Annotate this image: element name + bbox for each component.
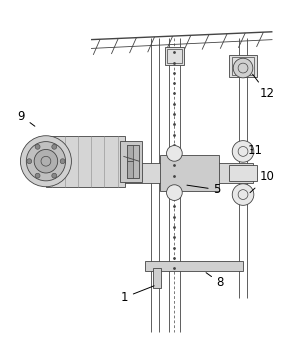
Text: 5: 5 <box>187 183 221 196</box>
Circle shape <box>26 141 65 181</box>
Bar <box>125 163 253 183</box>
Bar <box>160 155 218 191</box>
Circle shape <box>232 141 254 162</box>
Text: 8: 8 <box>206 273 224 289</box>
Bar <box>145 261 243 271</box>
Circle shape <box>34 149 58 173</box>
Bar <box>232 57 254 75</box>
Circle shape <box>20 136 71 187</box>
Circle shape <box>35 144 40 149</box>
Bar <box>229 55 257 77</box>
Bar <box>127 145 139 178</box>
Text: 11: 11 <box>248 144 263 157</box>
Bar <box>164 48 184 65</box>
Circle shape <box>166 185 182 200</box>
Bar <box>123 168 133 178</box>
Bar <box>127 145 133 161</box>
Circle shape <box>232 184 254 205</box>
Text: 1: 1 <box>121 286 154 304</box>
Circle shape <box>27 159 32 164</box>
Bar <box>229 165 257 181</box>
Bar <box>153 268 161 288</box>
Bar <box>166 49 182 63</box>
Text: 10: 10 <box>250 170 275 193</box>
Text: 9: 9 <box>18 110 35 126</box>
Circle shape <box>52 144 57 149</box>
Circle shape <box>166 146 182 161</box>
Circle shape <box>60 159 65 164</box>
Bar <box>121 141 142 182</box>
Bar <box>46 136 125 187</box>
Bar <box>127 161 133 178</box>
Circle shape <box>233 58 253 78</box>
Circle shape <box>35 173 40 178</box>
Circle shape <box>52 173 57 178</box>
Text: 12: 12 <box>253 74 275 100</box>
